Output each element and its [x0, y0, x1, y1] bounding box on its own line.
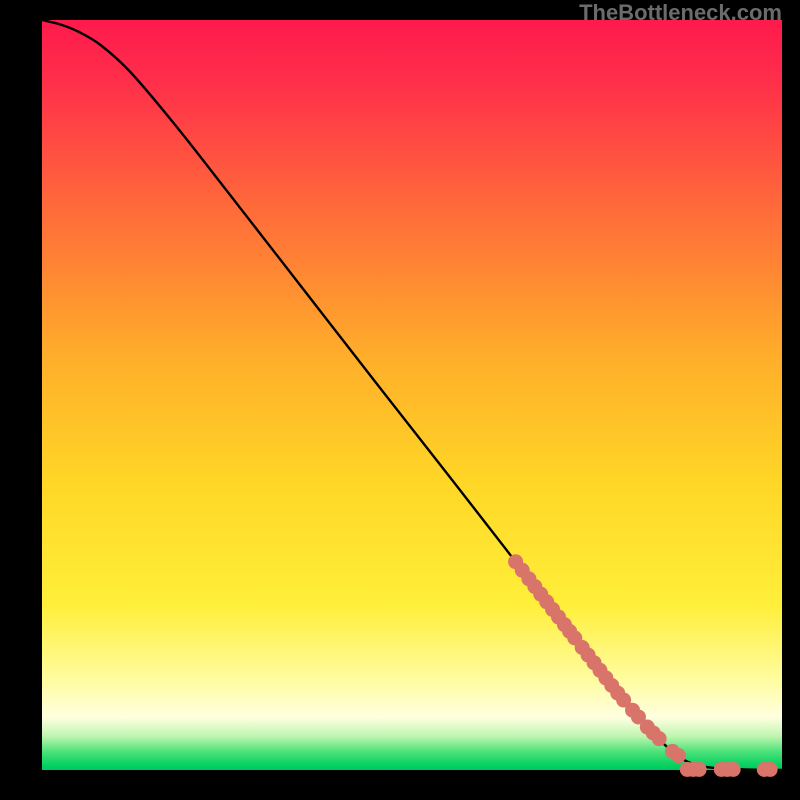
- watermark-text: TheBottleneck.com: [579, 0, 782, 26]
- chart-plot-area: [42, 20, 782, 770]
